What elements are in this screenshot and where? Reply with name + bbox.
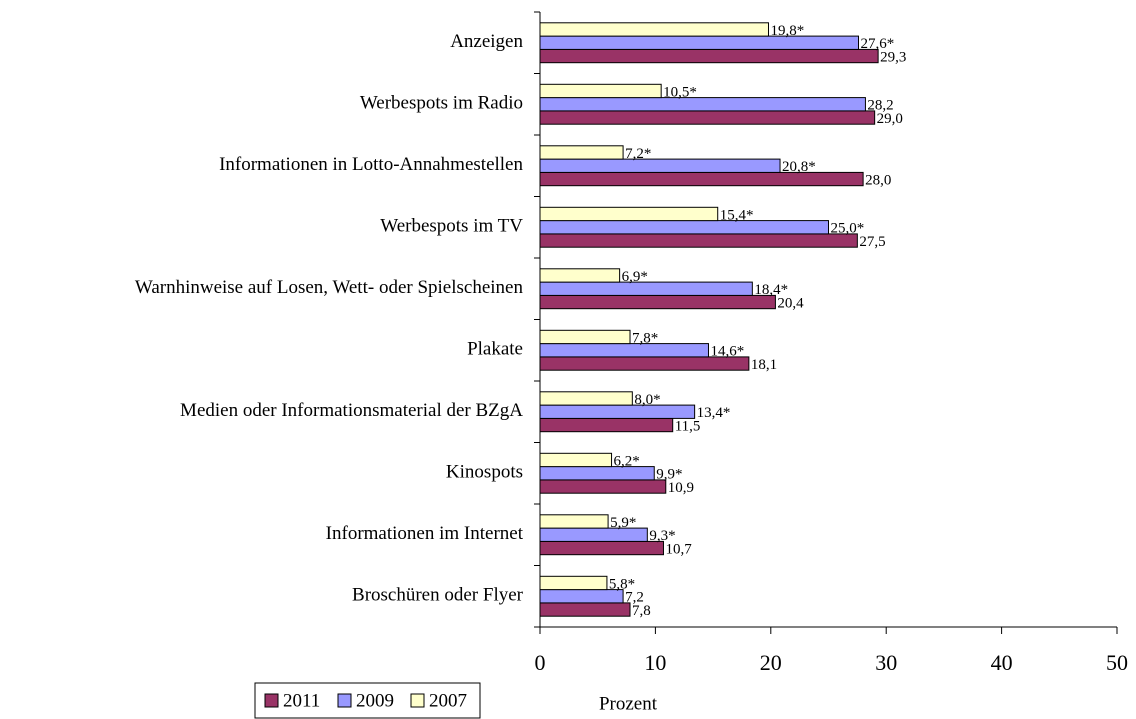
value-label: 9,9* (656, 467, 682, 483)
bar (539, 343, 709, 358)
bar (539, 206, 719, 222)
value-label: 7,8* (632, 330, 658, 346)
value-label: 6,2* (614, 453, 640, 469)
value-label: 13,4* (697, 405, 731, 421)
value-label: 19,8* (770, 23, 804, 39)
category-label: Broschüren oder Flyer (352, 585, 524, 606)
x-tick-label: 0 (535, 650, 546, 675)
bar (539, 294, 776, 310)
bar (539, 479, 667, 494)
value-label: 7,2 (625, 590, 644, 606)
value-label: 5,8* (609, 576, 635, 592)
value-label: 10,7 (665, 541, 692, 557)
bar (539, 514, 609, 529)
value-label: 9,3* (649, 528, 675, 544)
category-label: Anzeigen (450, 31, 523, 52)
value-label: 5,9* (610, 515, 636, 531)
legend-label: 2011 (283, 690, 320, 711)
value-label: 11,5 (675, 418, 701, 434)
category-label: Werbespots im TV (380, 216, 523, 237)
bar (539, 540, 664, 556)
legend-swatch (337, 693, 352, 708)
bar (539, 281, 753, 296)
value-label: 7,8 (632, 603, 651, 619)
x-tick-label: 50 (1106, 650, 1128, 675)
bar (539, 268, 621, 283)
legend-label: 2007 (429, 690, 467, 711)
value-label: 27,5 (859, 234, 885, 250)
value-label: 18,1 (751, 357, 777, 373)
value-label: 29,3 (880, 49, 906, 65)
bar (539, 83, 662, 99)
bar (539, 220, 829, 235)
x-tick-label: 10 (644, 650, 666, 675)
value-label: 6,9* (622, 269, 648, 285)
x-tick-label: 30 (875, 650, 897, 675)
bar (539, 452, 613, 468)
value-label: 10,9 (668, 480, 694, 496)
category-label: Informationen im Internet (326, 523, 524, 544)
bar (539, 22, 769, 37)
category-label: Plakate (467, 339, 523, 360)
value-label: 8,0* (634, 392, 660, 408)
x-tick-label: 40 (991, 650, 1013, 675)
category-label: Kinospots (446, 462, 523, 483)
category-label: Informationen in Lotto-Annahmestellen (219, 154, 523, 175)
bar (539, 602, 631, 617)
legend-swatch (410, 693, 425, 708)
category-label: Werbespots im Radio (360, 93, 523, 114)
value-label: 14,6* (710, 344, 744, 360)
legend-box (254, 682, 481, 719)
value-label: 27,6* (861, 36, 895, 52)
value-label: 20,8* (782, 159, 816, 175)
bar (539, 329, 631, 345)
bar (539, 417, 674, 433)
x-tick-label: 20 (760, 650, 782, 675)
bar (539, 97, 866, 112)
value-label: 18,4* (754, 282, 788, 298)
legend-label: 2009 (356, 690, 394, 711)
value-label: 7,2* (625, 146, 651, 162)
category-label: Warnhinweise auf Losen, Wett- oder Spiel… (135, 277, 524, 298)
value-label: 29,0 (877, 111, 903, 127)
bar (539, 391, 633, 406)
bar (539, 48, 879, 64)
x-axis-label: Prozent (599, 693, 658, 714)
value-label: 25,0* (831, 221, 865, 237)
bar (539, 35, 860, 50)
bar (539, 575, 608, 591)
value-label: 28,0 (865, 172, 891, 188)
value-label: 15,4* (720, 207, 754, 223)
bar (539, 158, 781, 173)
value-label: 20,4 (777, 295, 804, 311)
value-label: 10,5* (663, 84, 697, 100)
legend-swatch (264, 693, 279, 708)
category-label: Medien oder Informationsmaterial der BZg… (180, 400, 523, 421)
value-label: 28,2 (867, 98, 893, 114)
bar (539, 145, 624, 160)
bar (539, 404, 696, 419)
bar (539, 110, 876, 125)
bar (539, 233, 858, 248)
